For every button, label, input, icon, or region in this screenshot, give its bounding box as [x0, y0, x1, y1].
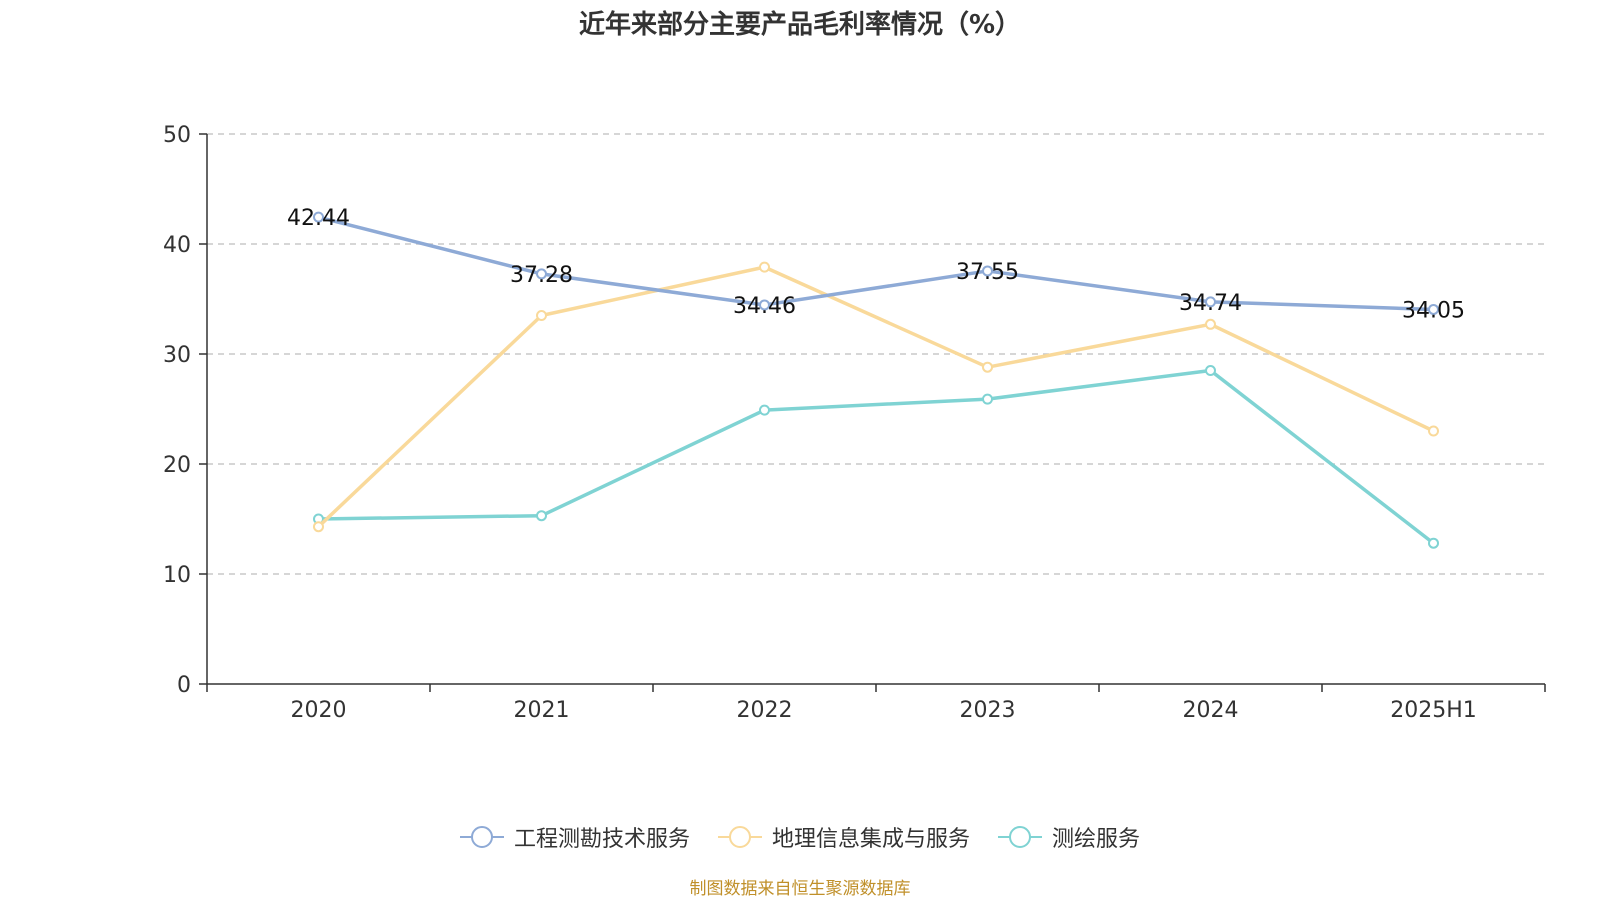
legend-marker-surveying — [998, 825, 1042, 849]
legend-label-engineering: 工程测勘技术服务 — [513, 827, 690, 852]
legend-item-engineering[interactable]: 工程测勘技术服务 — [459, 821, 690, 853]
data-label: 42.44 — [287, 206, 350, 231]
data-point-0 — [1205, 296, 1216, 308]
y-tick-label: 30 — [163, 343, 191, 368]
data-point-2 — [982, 393, 993, 405]
data-point-1 — [536, 310, 547, 321]
x-tick-label: 2025H1 — [1390, 698, 1477, 723]
data-source-note: 制图数据来自恒生聚源数据库 — [689, 879, 911, 899]
y-tick-label: 10 — [163, 563, 191, 588]
data-point-2 — [1205, 365, 1216, 376]
x-tick-label: 2020 — [291, 698, 347, 723]
data-point-2 — [1428, 537, 1439, 549]
legend-marker-engineering — [459, 825, 504, 849]
data-label: 34.74 — [1179, 291, 1242, 316]
data-point-1 — [1205, 318, 1216, 330]
data-point-0 — [536, 268, 547, 280]
data-point-1 — [313, 521, 324, 533]
data-point-2 — [536, 510, 547, 522]
legend-marker-geo-info — [717, 825, 762, 849]
data-point-1 — [1428, 425, 1439, 437]
series-line-1 — [317, 265, 1435, 528]
series-line-0 — [318, 215, 1434, 312]
data-label: 37.55 — [956, 260, 1019, 285]
legend-item-surveying[interactable]: 测绘服务 — [998, 821, 1140, 853]
legend-label-geo-info: 地理信息集成与服务 — [771, 827, 970, 852]
legend-label-surveying: 测绘服务 — [1052, 827, 1141, 852]
y-tick-label: 0 — [177, 673, 191, 698]
chart-title: 近年来部分主要产品毛利率情况（%） — [578, 10, 1022, 40]
legend: 工程测勘技术服务 地理信息集成与服务 测绘服务 — [0, 820, 1600, 854]
series-line-2 — [318, 368, 1435, 545]
data-point-1 — [982, 361, 993, 373]
legend-item-geo-info[interactable]: 地理信息集成与服务 — [717, 821, 970, 853]
x-tick-label: 2023 — [960, 698, 1016, 723]
data-point-2 — [759, 404, 770, 416]
x-tick-label: 2024 — [1183, 698, 1239, 723]
x-tick-label: 2021 — [514, 698, 570, 723]
x-tick-label: 2022 — [737, 698, 793, 723]
y-tick-label: 40 — [163, 233, 191, 258]
data-point-0 — [1428, 303, 1439, 315]
data-point-0 — [982, 265, 993, 277]
data-label: 37.28 — [510, 263, 573, 288]
data-point-0 — [313, 211, 324, 223]
y-tick-label: 20 — [163, 453, 191, 478]
y-tick-label: 50 — [163, 123, 191, 148]
data-label: 34.05 — [1402, 298, 1465, 323]
data-point-1 — [759, 261, 770, 273]
data-point-0 — [759, 299, 770, 311]
data-label: 34.46 — [733, 294, 796, 319]
